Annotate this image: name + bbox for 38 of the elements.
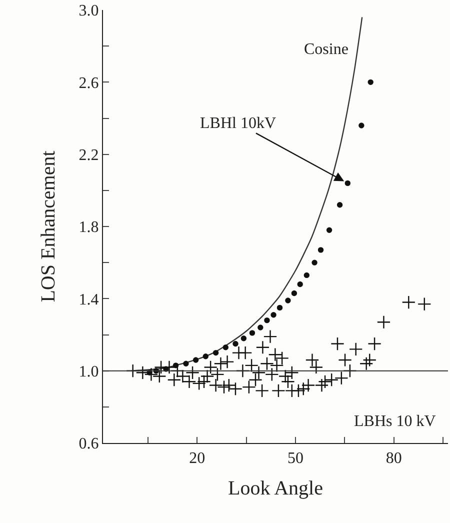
point — [192, 357, 199, 363]
point — [240, 336, 247, 342]
point — [318, 247, 324, 253]
point — [264, 317, 270, 324]
point — [304, 272, 310, 278]
point — [249, 330, 256, 336]
x-tick-label: 80 — [386, 450, 402, 468]
y-tick-label: 1.4 — [78, 291, 99, 308]
point — [183, 360, 189, 366]
point — [368, 79, 374, 86]
point — [258, 324, 264, 330]
point — [285, 298, 291, 304]
point — [291, 290, 298, 296]
point — [202, 354, 208, 360]
y-tick-label: 3.0 — [78, 2, 99, 20]
point — [312, 260, 318, 266]
y-tick-label: 1.0 — [78, 363, 99, 380]
point — [270, 312, 276, 318]
point — [232, 340, 238, 347]
x-axis-title: Look Angle — [228, 478, 324, 500]
point — [297, 281, 303, 288]
y-tick-label: 0.6 — [78, 436, 99, 453]
x-tick-label: 20 — [189, 450, 206, 468]
point — [222, 344, 228, 350]
point — [276, 304, 283, 311]
series-label: LBHs 10 kV — [354, 413, 436, 430]
series-label: Cosine — [304, 41, 348, 58]
point — [326, 227, 332, 233]
y-tick-label: 2.6 — [78, 74, 99, 92]
x-tick-label: 50 — [288, 450, 304, 468]
point — [344, 180, 350, 186]
point — [358, 122, 364, 128]
y-tick-label: 1.8 — [78, 219, 99, 236]
text: LBHl 10kV — [200, 115, 276, 132]
y-tick-label: 2.2 — [78, 146, 99, 164]
y-axis-title: LOS Enhancement — [37, 150, 60, 302]
point — [336, 202, 343, 208]
point — [212, 350, 219, 356]
